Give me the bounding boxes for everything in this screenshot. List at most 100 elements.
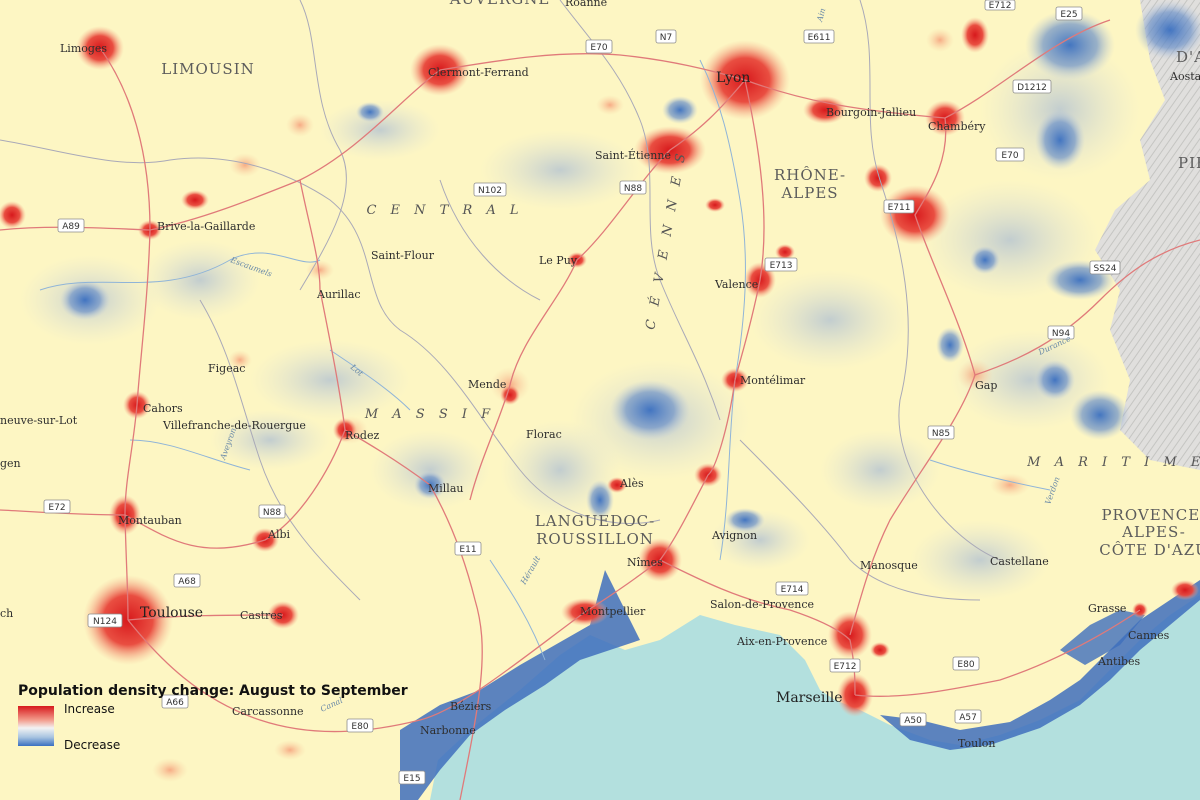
svg-text:N7: N7: [660, 33, 672, 43]
region-labels: AUVERGNE LIMOUSIN C E N T R A L M A S S …: [161, 0, 1200, 559]
legend-increase-label: Increase: [64, 702, 115, 716]
city-brive: Brive-la-Gaillarde: [157, 220, 255, 233]
road-e15: E15: [398, 770, 426, 785]
city-villefranche: Villefranche-de-Rouergue: [162, 419, 306, 432]
road-e80: E80: [952, 656, 980, 671]
legend-color-ramp: [18, 706, 54, 746]
city-avignon: Avignon: [711, 529, 757, 542]
road-a68: A68: [173, 573, 201, 588]
region-provence-line1: PROVENCE-: [1101, 506, 1200, 524]
city-millau: Millau: [428, 482, 463, 495]
city-le-puy: Le Puy: [539, 254, 578, 267]
city-mende: Mende: [468, 378, 506, 391]
road-e712: E712: [984, 0, 1016, 11]
city-nimes: Nîmes: [627, 556, 663, 569]
region-auvergne: AUVERGNE: [449, 0, 551, 8]
mediterranean-sea: [430, 595, 1200, 800]
legend-body: Increase Decrease: [18, 702, 428, 762]
city-cannes: Cannes: [1128, 629, 1170, 642]
road-e25: E25: [1055, 6, 1083, 21]
svg-text:E712: E712: [834, 662, 857, 672]
svg-text:A50: A50: [904, 716, 922, 726]
city-saint-etienne: Saint-Étienne: [595, 148, 671, 162]
road-a89: A89: [57, 218, 85, 233]
city-carcassonne: Carcassonne: [232, 705, 304, 718]
road-e70-b: E70: [995, 147, 1025, 162]
road-e70: E70: [585, 39, 613, 54]
svg-text:D1212: D1212: [1017, 83, 1047, 93]
city-saint-flour: Saint-Flour: [371, 249, 435, 262]
road-a66: A66: [161, 694, 189, 709]
svg-text:A68: A68: [178, 577, 196, 587]
svg-text:E611: E611: [808, 33, 831, 43]
city-montelimar: Montélimar: [740, 374, 806, 387]
svg-text:E711: E711: [888, 203, 911, 213]
svg-text:SS24: SS24: [1094, 264, 1117, 274]
region-maritime: M A R I T I M E A: [1026, 455, 1200, 470]
road-e712-b: E712: [829, 658, 861, 673]
admin-boundaries: [0, 0, 1001, 601]
alps-relief: [1095, 0, 1200, 470]
rivers: [39, 59, 1051, 661]
city-albi: Albi: [267, 528, 291, 541]
region-languedoc-line2: ROUSSILLON: [536, 530, 654, 548]
region-provence-line2: ALPES-: [1121, 523, 1186, 541]
region-massif: M A S S I F: [364, 407, 495, 422]
svg-text:E712: E712: [989, 1, 1012, 11]
road-n124: N124: [87, 613, 123, 628]
svg-text:N88: N88: [263, 508, 281, 518]
city-lyon: Lyon: [716, 70, 750, 86]
road-e72: E72: [43, 499, 71, 514]
city-agen: gen: [0, 457, 21, 470]
city-limoges: Limoges: [60, 42, 107, 55]
city-grasse: Grasse: [1088, 602, 1126, 615]
city-labels: Roanne Limoges Clermont-Ferrand Lyon Bou…: [0, 0, 1170, 750]
city-manosque: Manosque: [860, 559, 918, 572]
city-montpellier: Montpellier: [580, 605, 646, 618]
city-aurillac: Aurillac: [316, 288, 361, 301]
legend-decrease-label: Decrease: [64, 738, 121, 752]
region-provence-line3: CÔTE D'AZU: [1099, 541, 1200, 559]
svg-text:A57: A57: [959, 713, 977, 723]
city-aix: Aix-en-Provence: [736, 635, 827, 648]
svg-text:E25: E25: [1060, 10, 1077, 20]
legend-title: Population density change: August to Sep…: [18, 683, 408, 699]
svg-text:A89: A89: [62, 222, 80, 232]
road-e713: E713: [764, 257, 798, 272]
road-n88-b: N88: [258, 504, 286, 519]
road-d1212: D1212: [1012, 79, 1052, 94]
svg-text:E15: E15: [403, 774, 420, 784]
road-a57: A57: [954, 709, 982, 724]
city-toulouse: Toulouse: [140, 605, 203, 621]
svg-text:E713: E713: [770, 261, 793, 271]
svg-text:E70: E70: [590, 43, 607, 53]
city-salon: Salon-de-Provence: [710, 598, 814, 611]
city-antibes: Antibes: [1097, 655, 1141, 668]
road-e80-b: E80: [346, 718, 374, 733]
city-clermont-ferrand: Clermont-Ferrand: [428, 66, 529, 79]
svg-text:N88: N88: [624, 184, 642, 194]
svg-text:N85: N85: [932, 429, 950, 439]
city-montauban: Montauban: [118, 514, 182, 527]
region-piemonte: PIE: [1178, 154, 1200, 172]
city-roanne: Roanne: [565, 0, 607, 9]
road-a50: A50: [899, 712, 927, 727]
svg-text:E714: E714: [781, 585, 804, 595]
road-e711: E711: [883, 199, 915, 214]
region-central: C E N T R A L: [366, 203, 523, 218]
city-marseille: Marseille: [776, 690, 843, 706]
city-villeneuve: neuve-sur-Lot: [0, 414, 78, 427]
road-ss24: SS24: [1089, 260, 1121, 275]
city-auch: ch: [0, 607, 13, 620]
svg-text:E80: E80: [351, 722, 368, 732]
svg-text:E72: E72: [48, 503, 65, 513]
region-rhone-alpes-line2: ALPES: [780, 184, 838, 202]
svg-text:E80: E80: [957, 660, 974, 670]
city-toulon: Toulon: [958, 737, 995, 750]
region-languedoc-line1: LANGUEDOC-: [535, 512, 655, 530]
map-legend: Population density change: August to Sep…: [18, 683, 428, 762]
road-e611: E611: [803, 29, 835, 44]
city-bourgoin-jallieu: Bourgoin-Jallieu: [826, 106, 916, 119]
city-aosta: Aosta: [1169, 70, 1200, 83]
